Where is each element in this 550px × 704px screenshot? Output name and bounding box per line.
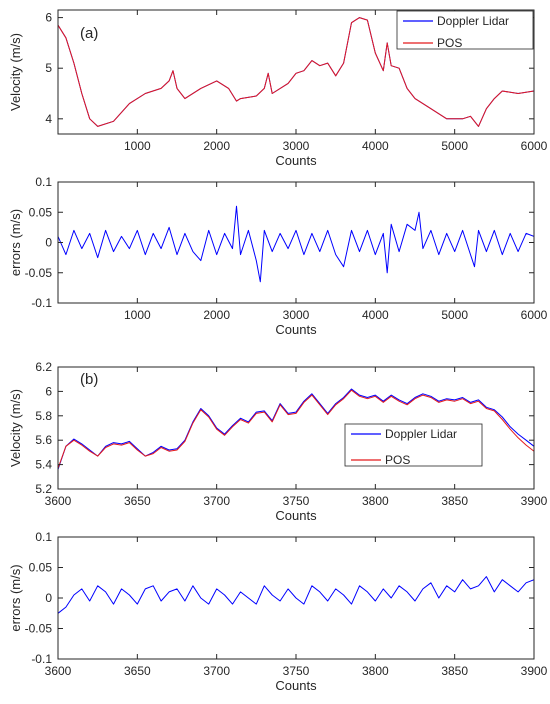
panel3-legend-box bbox=[344, 423, 483, 467]
panel3-y-axis-label: Velocity (m/s) bbox=[8, 389, 23, 467]
panel4-series-line-1 bbox=[58, 576, 534, 614]
panel3-y-tick-label: 5.8 bbox=[35, 409, 52, 423]
panel4-y-tick-label: -0.05 bbox=[25, 622, 53, 636]
panel3-x-tick-label: 3750 bbox=[283, 494, 310, 508]
panel3-y-tick-label: 5.2 bbox=[35, 482, 52, 496]
panel3-x-tick-label: 3850 bbox=[441, 494, 468, 508]
panel1-x-tick-label: 1000 bbox=[124, 139, 151, 153]
panel2-y-tick-label: -0.05 bbox=[25, 266, 53, 280]
panel4-x-tick-label: 3800 bbox=[362, 664, 389, 678]
panel4-y-tick-label: -0.1 bbox=[31, 652, 52, 666]
panel3-x-tick-label: 3900 bbox=[521, 494, 548, 508]
panel2-x-tick-label: 2000 bbox=[203, 308, 230, 322]
panel3-y-tick-label: 5.6 bbox=[35, 433, 52, 447]
panel1-x-tick-label: 4000 bbox=[362, 139, 389, 153]
panel2-plot-area bbox=[58, 182, 534, 303]
panel4-x-tick-label: 3900 bbox=[521, 664, 548, 678]
panel3-x-axis-label: Counts bbox=[275, 508, 317, 523]
panel1-x-axis-label: Counts bbox=[275, 153, 317, 168]
panel4-x-tick-label: 3850 bbox=[441, 664, 468, 678]
panel2-series-line-1 bbox=[58, 205, 534, 283]
panel2-x-tick-label: 4000 bbox=[362, 308, 389, 322]
panel1-panel-label: (a) bbox=[80, 25, 98, 42]
panel4-x-tick-label: 3700 bbox=[203, 664, 230, 678]
panel3-x-tick-label: 3800 bbox=[362, 494, 389, 508]
panel2-y-tick-label: 0.05 bbox=[29, 205, 53, 219]
panel2-y-tick-label: -0.1 bbox=[31, 296, 52, 310]
panel4-y-axis-label: errors (m/s) bbox=[8, 564, 23, 631]
panel3-legend-label: POS bbox=[385, 453, 410, 467]
panel3-panel-label: (b) bbox=[80, 371, 98, 388]
panel4-y-tick-label: 0 bbox=[45, 591, 52, 605]
panel1-x-tick-label: 5000 bbox=[441, 139, 468, 153]
panel3-y-tick-label: 6 bbox=[45, 384, 52, 398]
panel1-x-tick-label: 3000 bbox=[283, 139, 310, 153]
panel4-x-axis-label: Counts bbox=[275, 678, 317, 693]
panel2-x-axis-label: Counts bbox=[275, 322, 317, 337]
panel1-y-tick-label: 4 bbox=[45, 112, 52, 126]
panel3-y-tick-label: 5.4 bbox=[35, 458, 52, 472]
panel3-x-tick-label: 3600 bbox=[45, 494, 72, 508]
panel3-x-tick-label: 3700 bbox=[203, 494, 230, 508]
panel1-y-tick-label: 6 bbox=[45, 11, 52, 25]
panel1-y-tick-label: 5 bbox=[45, 61, 52, 75]
panel3-series-line-1 bbox=[58, 388, 534, 470]
panel1-legend-label: POS bbox=[437, 36, 462, 50]
panel1-y-axis-label: Velocity (m/s) bbox=[8, 33, 23, 111]
panel3-series-line-2 bbox=[58, 389, 534, 469]
panel4-x-tick-label: 3600 bbox=[45, 664, 72, 678]
panel2-x-tick-label: 1000 bbox=[124, 308, 151, 322]
panel4-x-tick-label: 3750 bbox=[283, 664, 310, 678]
panel2-x-tick-label: 5000 bbox=[441, 308, 468, 322]
panel4-x-tick-label: 3650 bbox=[124, 664, 151, 678]
panel4-y-tick-label: 0.1 bbox=[35, 530, 52, 544]
panel2-y-axis-label: errors (m/s) bbox=[8, 209, 23, 276]
panel1-x-tick-label: 6000 bbox=[521, 139, 548, 153]
panel2-y-tick-label: 0 bbox=[45, 236, 52, 250]
panel3-y-tick-label: 6.2 bbox=[35, 360, 52, 374]
panel2-y-tick-label: 0.1 bbox=[35, 175, 52, 189]
panel1-series-line-2 bbox=[58, 17, 534, 127]
panel3-x-tick-label: 3650 bbox=[124, 494, 151, 508]
panel2-x-tick-label: 6000 bbox=[521, 308, 548, 322]
panel4-y-tick-label: 0.05 bbox=[29, 561, 53, 575]
panel3-legend-label: Doppler Lidar bbox=[385, 427, 457, 441]
panel2-x-tick-label: 3000 bbox=[283, 308, 310, 322]
panel1-x-tick-label: 2000 bbox=[203, 139, 230, 153]
panel1-legend-label: Doppler Lidar bbox=[437, 14, 509, 28]
